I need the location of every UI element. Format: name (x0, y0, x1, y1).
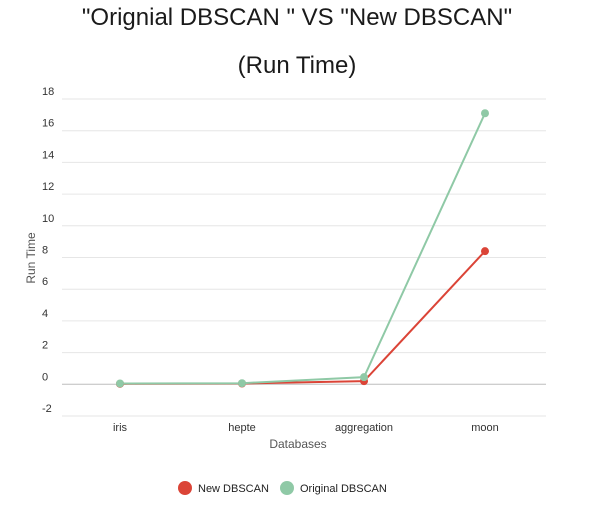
y-tick-label: 18 (42, 86, 54, 98)
y-axis-label: Run Time (24, 232, 38, 284)
y-tick-label: 4 (42, 308, 48, 320)
legend-label: New DBSCAN (198, 483, 269, 495)
y-tick-label: 0 (42, 371, 48, 383)
y-axis-ticks: -2 0 2 4 6 8 10 12 14 16 18 (42, 86, 54, 415)
x-tick-label: moon (471, 422, 499, 434)
chart-title: "Orignial DBSCAN " VS "New DBSCAN" (81, 4, 513, 31)
legend-marker (280, 481, 294, 495)
y-tick-label: 6 (42, 276, 48, 288)
y-tick-label: 16 (42, 118, 54, 130)
data-point (481, 109, 489, 118)
x-tick-label: aggregation (335, 422, 393, 434)
data-point (116, 379, 124, 388)
y-tick-label: 8 (42, 245, 48, 257)
chart-subtitle: (Run Time) (237, 52, 357, 79)
legend-label: Original DBSCAN (300, 483, 387, 495)
legend-marker (178, 481, 192, 495)
x-tick-label: iris (113, 422, 128, 434)
data-point (481, 247, 489, 256)
series-lines (119, 112, 486, 385)
y-tick-label: 10 (42, 213, 54, 225)
legend: New DBSCAN Original DBSCAN (178, 481, 387, 495)
y-tick-label: -2 (42, 403, 52, 415)
y-tick-label: 14 (42, 149, 54, 161)
y-tick-label: 12 (42, 181, 54, 193)
data-point (238, 379, 246, 388)
series-line (119, 112, 486, 385)
gridlines (62, 98, 546, 417)
data-point (360, 373, 368, 382)
series-points (116, 109, 489, 388)
y-tick-label: 2 (42, 340, 48, 352)
x-tick-label: hepte (228, 422, 256, 434)
x-axis-ticks: iris hepte aggregation moon (113, 422, 499, 434)
x-axis-label: Databases (269, 437, 326, 451)
series-line (119, 250, 486, 385)
